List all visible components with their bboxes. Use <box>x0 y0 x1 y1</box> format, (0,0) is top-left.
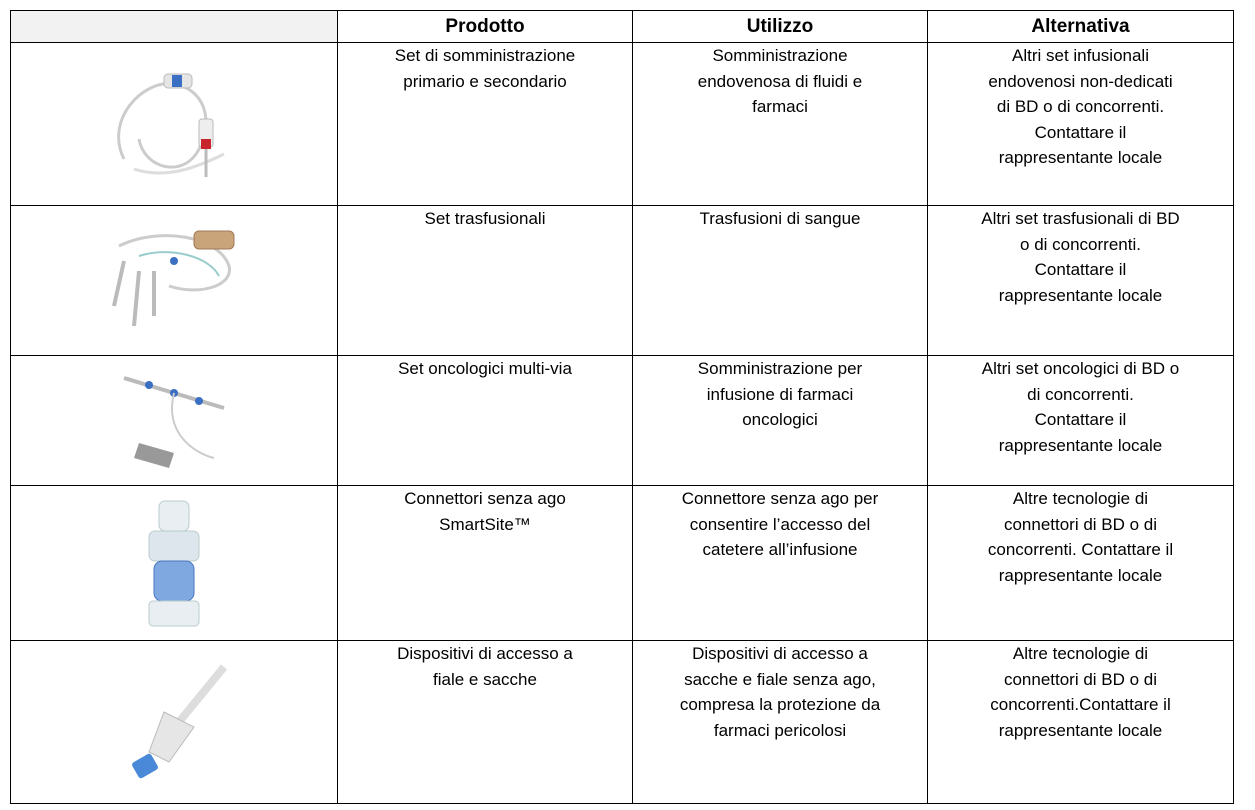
header-cell: Prodotto <box>337 10 633 43</box>
cell-line: connettori di BD o di <box>1003 669 1158 689</box>
cell-line: Set trasfusionali <box>424 209 546 228</box>
product-cell: Dispositivi di accesso a fiale e sacche <box>337 640 633 804</box>
cell-line: endovenosi non-dedicati <box>988 71 1173 91</box>
image-cell <box>10 205 338 356</box>
header-cell <box>10 10 338 43</box>
cell-line: Altri set oncologici di BD o <box>981 359 1180 378</box>
cell-line: compresa la protezione da <box>679 695 881 714</box>
product-image <box>148 500 200 627</box>
image-cell <box>10 42 338 206</box>
cell-line: Somministrazione <box>712 46 848 65</box>
image-cell <box>10 640 338 804</box>
cell-line: Set oncologici multi-via <box>398 359 572 378</box>
usage-cell: Dispositivi di accesso a sacche e fiale s… <box>632 640 928 804</box>
cell-line: concorrenti.Contattare il <box>990 695 1171 714</box>
alternative-cell: Altre tecnologie di connettori di BD o di… <box>927 485 1234 641</box>
cell-line: farmaci <box>752 97 808 116</box>
cell-line: connettori di BD o di <box>1003 514 1158 534</box>
cell-line: Altri set trasfusionali di BD <box>981 209 1180 228</box>
product-cell: Set oncologici multi-via <box>337 355 633 486</box>
cell-line: di concorrenti. <box>1027 384 1134 404</box>
cell-line: o di concorrenti. <box>1020 234 1141 254</box>
product-cell: Set trasfusionali <box>337 205 633 356</box>
usage-cell: Somministrazione endovenosa di fluidi e fa… <box>632 42 928 206</box>
cell-line: rappresentante locale <box>998 720 1163 740</box>
cell-line: consentire l’accesso del <box>689 514 871 534</box>
table-row: Set oncologici multi-via Somministrazion… <box>10 355 1234 486</box>
cell-line: Dispositivi di accesso a <box>397 644 573 663</box>
product-image <box>117 73 225 177</box>
cell-line: catetere all’infusione <box>702 540 858 559</box>
usage-cell: Connettore senza ago per consentire l’acc… <box>632 485 928 641</box>
image-cell <box>10 355 338 486</box>
table-row: Dispositivi di accesso a fiale e sacche D… <box>10 640 1234 804</box>
cell-line: fiale e sacche <box>433 669 537 689</box>
usage-cell: Trasfusioni di sangue <box>632 205 928 356</box>
alternative-cell: Altri set oncologici di BD o di concorren… <box>927 355 1234 486</box>
cell-line: Contattare il <box>1034 260 1127 279</box>
cell-line: Dispositivi di accesso a <box>692 644 868 663</box>
table-row: Connettori senza ago SmartSite™ Connettor… <box>10 485 1234 641</box>
cell-line: Set di somministrazione <box>394 46 576 65</box>
cell-line: Connettore senza ago per <box>681 489 879 508</box>
alternative-cell: Altri set infusionali endovenosi non-dedi… <box>927 42 1234 206</box>
header-cell: Utilizzo <box>632 10 928 43</box>
cell-line: rappresentante locale <box>998 148 1163 167</box>
cell-line: endovenosa di fluidi e <box>697 71 863 91</box>
cell-line: oncologici <box>742 410 818 429</box>
cell-line: Somministrazione per <box>697 359 863 378</box>
table-row: Set trasfusionali Trasfusioni di sangue … <box>10 205 1234 356</box>
product-image <box>123 376 225 468</box>
cell-line: Contattare il <box>1034 122 1127 142</box>
alternative-cell: Altre tecnologie di connettori di BD o di… <box>927 640 1234 804</box>
product-image <box>112 230 235 326</box>
cell-line: rappresentante locale <box>998 435 1163 455</box>
cell-line: Trasfusioni di sangue <box>699 209 861 228</box>
usage-cell: Somministrazione per infusione di farmaci… <box>632 355 928 486</box>
cell-line: Altre tecnologie di <box>1012 489 1149 508</box>
table-row: Set di somministrazione primario e second… <box>10 42 1234 206</box>
product-cell: Set di somministrazione primario e second… <box>337 42 633 206</box>
header-cell: Alternativa <box>927 10 1234 43</box>
cell-line: rappresentante locale <box>998 285 1163 305</box>
cell-line: farmaci pericolosi <box>713 720 847 740</box>
cell-line: Altre tecnologie di <box>1012 644 1149 663</box>
cell-line: di BD o di concorrenti. <box>996 97 1165 116</box>
cell-line: sacche e fiale senza ago, <box>684 669 876 689</box>
image-cell <box>10 485 338 641</box>
product-table: Prodotto Utilizzo Alternativa Set di som… <box>10 10 1234 804</box>
cell-line: Altri set infusionali <box>1011 46 1149 65</box>
cell-line: concorrenti. Contattare il <box>987 540 1174 559</box>
header-row: Prodotto Utilizzo Alternativa <box>10 10 1234 43</box>
product-image <box>132 664 228 779</box>
cell-line: Connettori senza ago <box>404 489 566 508</box>
cell-line: Contattare il <box>1034 410 1127 429</box>
product-cell: Connettori senza ago SmartSite™ <box>337 485 633 641</box>
cell-line: primario e secondario <box>403 71 567 91</box>
cell-line: SmartSite™ <box>439 514 531 534</box>
alternative-cell: Altri set trasfusionali di BD o di concor… <box>927 205 1234 356</box>
cell-line: infusione di farmaci <box>706 384 854 404</box>
cell-line: rappresentante locale <box>998 565 1163 585</box>
